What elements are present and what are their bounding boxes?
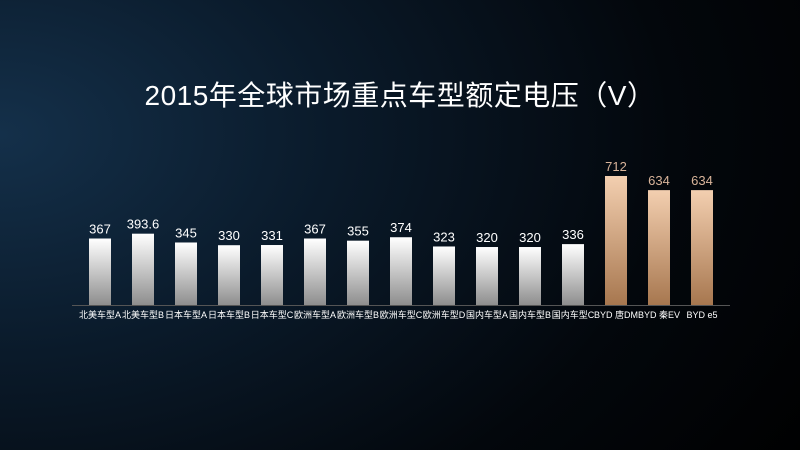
bar: [347, 240, 369, 305]
data-label: 323: [433, 229, 455, 244]
bar: [390, 237, 412, 305]
category-label: 北美车型A: [79, 309, 121, 320]
bar: [519, 247, 541, 305]
bar: [648, 190, 670, 305]
data-label: 634: [648, 173, 670, 188]
bar: [433, 246, 455, 305]
category-label: BYD e5: [686, 310, 717, 320]
category-label: 欧洲车型C: [380, 309, 423, 320]
data-label: 374: [390, 220, 412, 235]
data-label: 331: [261, 228, 283, 243]
bar: [132, 233, 154, 305]
category-label: 欧洲车型A: [294, 309, 336, 320]
category-label: 日本车型B: [208, 309, 250, 320]
data-label: 345: [175, 225, 197, 240]
data-label: 367: [304, 222, 326, 237]
bar: [605, 176, 627, 305]
category-label: 日本车型C: [251, 309, 294, 320]
category-label: 欧洲车型B: [337, 309, 379, 320]
category-label: BYD 唐DM: [594, 309, 638, 320]
data-label: 355: [347, 224, 369, 239]
data-label: 712: [605, 159, 627, 174]
data-label: 336: [562, 227, 584, 242]
bar: [218, 245, 240, 305]
chart-title: 2015年全球市场重点车型额定电压（V）: [144, 80, 656, 111]
bar: [691, 190, 713, 305]
data-label: 330: [218, 228, 240, 243]
bar: [261, 245, 283, 305]
data-label: 393.6: [127, 217, 160, 232]
data-label: 367: [89, 222, 111, 237]
category-label: 国内车型C: [552, 309, 595, 320]
category-label: 欧洲车型D: [423, 309, 466, 320]
data-label: 320: [476, 230, 498, 245]
category-label: 国内车型B: [509, 309, 551, 320]
data-label: 320: [519, 230, 541, 245]
category-label: 国内车型A: [466, 309, 508, 320]
bar: [89, 238, 111, 305]
category-label: 日本车型A: [165, 309, 207, 320]
category-label: 北美车型B: [122, 309, 164, 320]
bar: [562, 244, 584, 305]
data-label: 634: [691, 173, 713, 188]
bar: [476, 247, 498, 305]
category-label: BYD 秦EV: [638, 309, 680, 320]
bar: [175, 242, 197, 305]
bar: [304, 238, 326, 305]
